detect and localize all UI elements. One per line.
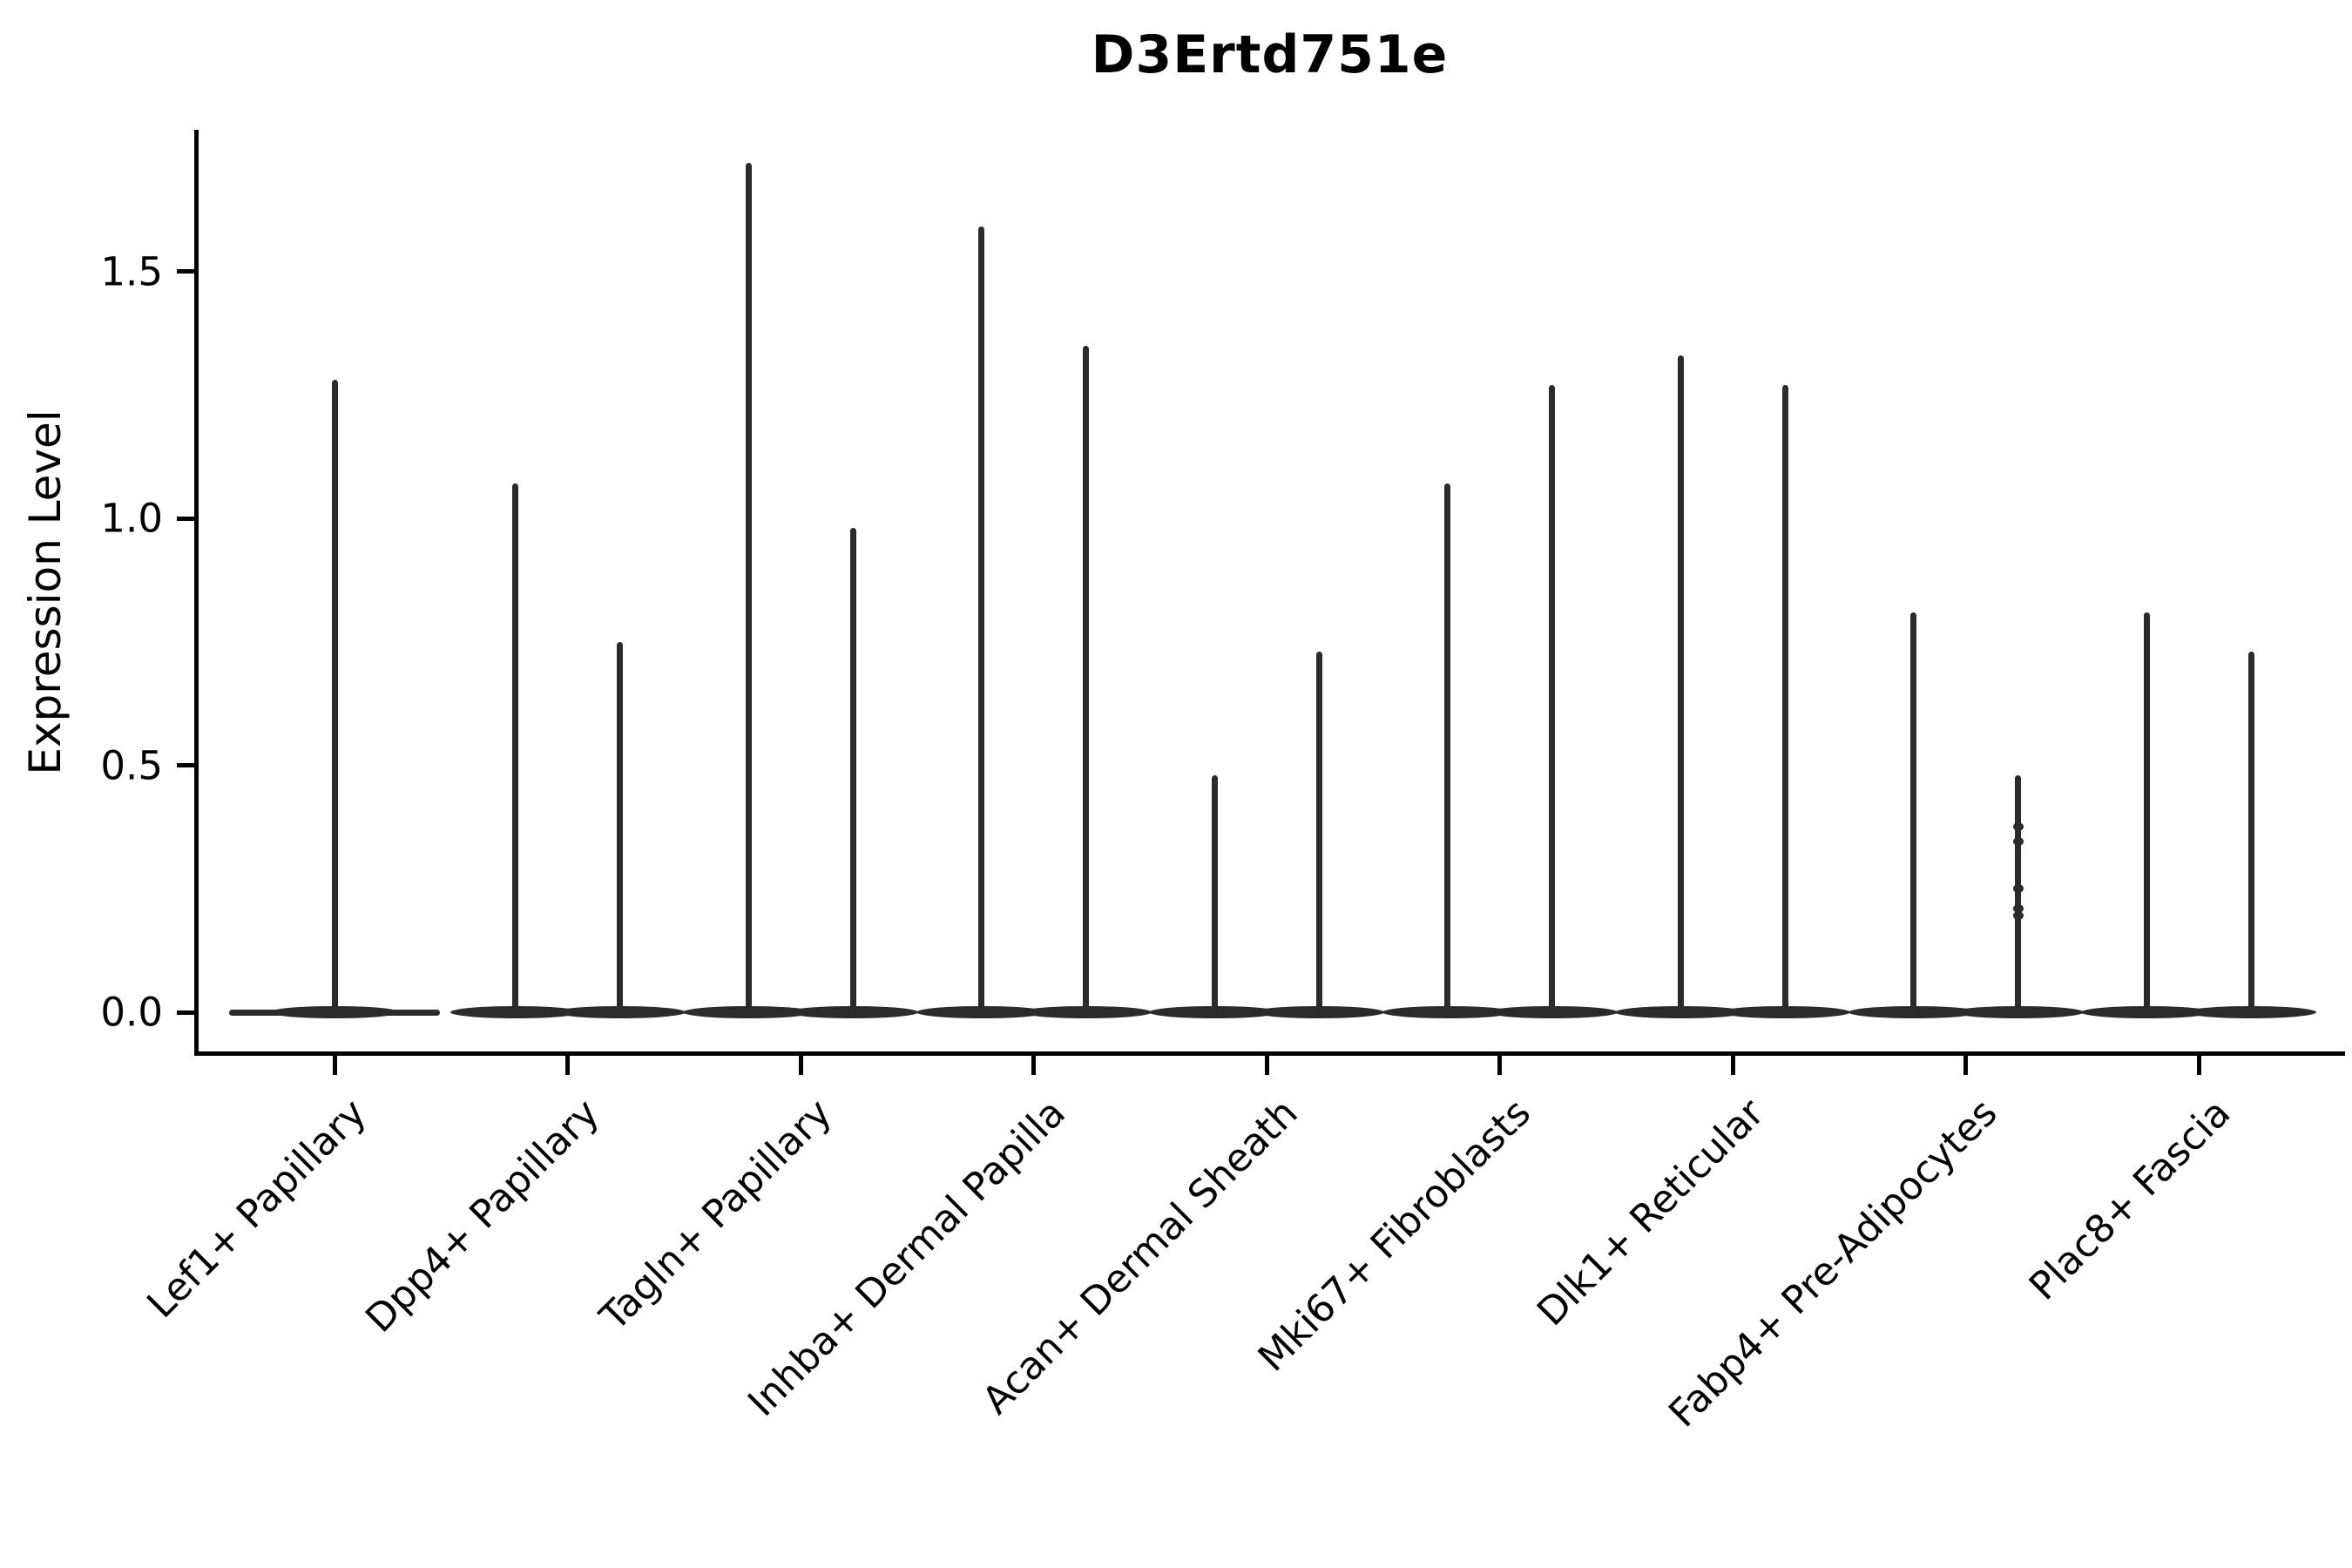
y-axis-spine	[194, 130, 199, 1056]
x-tick-label: Lef1+ Papillary	[138, 1091, 375, 1328]
violin-spike	[978, 226, 984, 1012]
x-tick-label: Dlk1+ Reticular	[1529, 1091, 1774, 1335]
expression-point	[2012, 837, 2024, 847]
x-tick-mark	[1730, 1056, 1735, 1075]
x-axis-spine	[194, 1051, 2345, 1056]
x-tick-mark	[1031, 1056, 1036, 1075]
y-tick-label: 0.0	[100, 989, 163, 1036]
violin-spike	[1444, 483, 1450, 1012]
violin-spike	[2247, 652, 2254, 1012]
violin-base-bump	[1149, 1006, 1280, 1018]
x-tick-mark	[798, 1056, 803, 1075]
violin-spike	[1677, 355, 1684, 1012]
violin-spike	[1211, 774, 1218, 1012]
violin-spike	[512, 483, 518, 1012]
y-tick-mark	[177, 269, 194, 274]
violin-spike	[2015, 774, 2021, 1012]
x-tick-label: Tagln+ Papillary	[591, 1091, 841, 1340]
violin-base-bump	[2081, 1006, 2212, 1018]
y-tick-label: 1.5	[100, 248, 163, 294]
violin-base-bump	[1020, 1006, 1152, 1018]
y-tick-mark	[177, 516, 194, 521]
violin-spike	[1549, 384, 1555, 1012]
violin-spike	[1083, 345, 1089, 1012]
y-axis-label: Expression Level	[20, 409, 71, 775]
violin-spike	[1781, 384, 1788, 1012]
violin-base-bump	[916, 1006, 1047, 1018]
x-tick-mark	[565, 1056, 570, 1075]
y-tick-mark	[177, 763, 194, 767]
expression-point	[2012, 822, 2024, 832]
violin-base-bump	[449, 1006, 581, 1018]
violin-spike	[1910, 612, 1916, 1012]
violin-base-bump	[787, 1006, 918, 1018]
violin-base-bump	[1848, 1006, 1979, 1018]
violin-base-bump	[683, 1006, 814, 1018]
violin-base-bump	[269, 1006, 400, 1018]
x-tick-mark	[2196, 1056, 2201, 1075]
violin-spike	[849, 528, 856, 1012]
page-title: D3Ertd751e	[1091, 24, 1449, 85]
violin-spike	[1315, 652, 1322, 1012]
expression-point	[2012, 911, 2024, 921]
x-tick-label: Dpp4+ Papillary	[356, 1091, 608, 1342]
violin-base-bump	[1720, 1006, 1850, 1018]
violin-spike	[2143, 612, 2150, 1012]
violin-spike	[745, 162, 752, 1012]
x-tick-mark	[1963, 1056, 1968, 1075]
violin-base-bump	[1486, 1006, 1618, 1018]
violin-spike	[617, 641, 623, 1012]
x-tick-label: Plac8+ Fascia	[2020, 1091, 2240, 1309]
violin-base-bump	[2186, 1006, 2316, 1018]
violin-base-bump	[1615, 1006, 1746, 1018]
violin-base-bump	[1254, 1006, 1384, 1018]
x-tick-mark	[1264, 1056, 1269, 1075]
y-tick-mark	[177, 1010, 194, 1015]
y-tick-label: 0.5	[100, 742, 163, 788]
violin-base-bump	[1382, 1006, 1513, 1018]
violin-base-bump	[1952, 1006, 2084, 1018]
violin-base-bump	[554, 1006, 686, 1018]
expression-point	[2012, 903, 2024, 913]
x-tick-mark	[1497, 1056, 1502, 1075]
expression-point	[2012, 884, 2024, 894]
x-tick-mark	[332, 1056, 337, 1075]
violin-spike	[331, 380, 338, 1012]
y-tick-label: 1.0	[100, 495, 163, 542]
